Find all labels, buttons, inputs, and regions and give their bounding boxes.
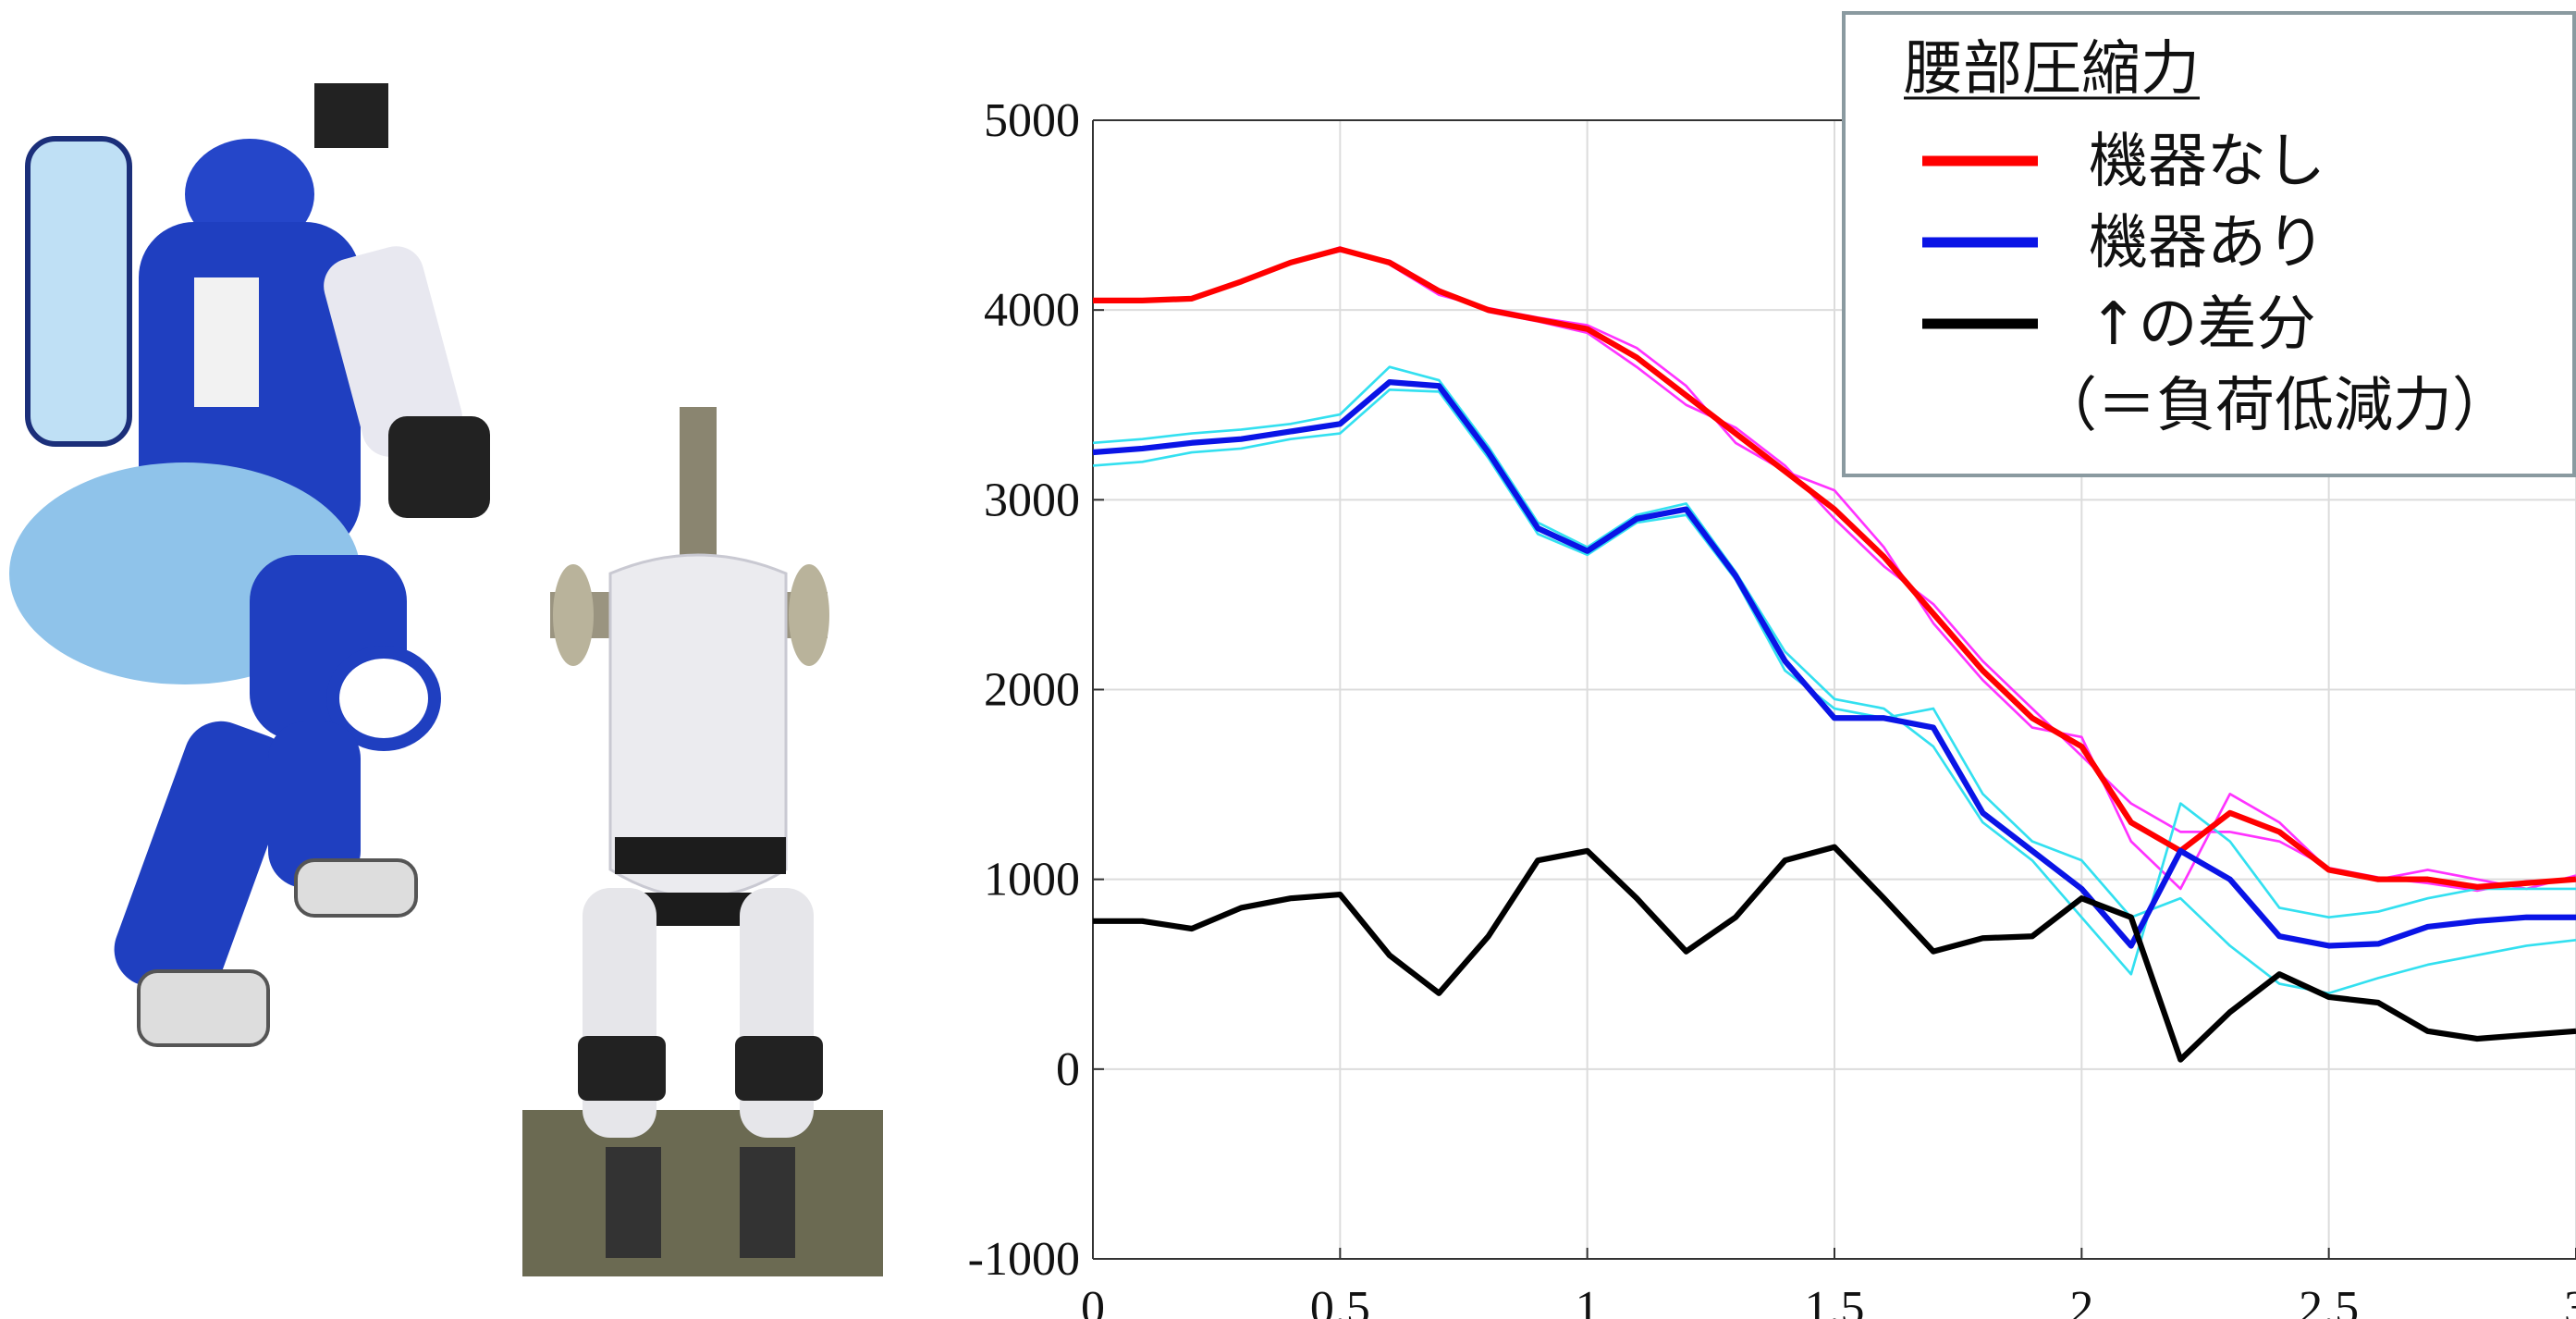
legend-label: 機器なし xyxy=(2089,128,2325,196)
y-tick-label: 1000 xyxy=(984,854,1080,906)
y-tick-label: 3000 xyxy=(984,474,1080,526)
y-tick-label: -1000 xyxy=(968,1233,1080,1286)
data-line xyxy=(1092,388,2576,995)
y-tick-label: 4000 xyxy=(984,284,1080,337)
data-line xyxy=(1093,246,2576,890)
photo-wearer xyxy=(9,83,490,1047)
x-tick-label: 1 xyxy=(1576,1282,1600,1319)
data-line xyxy=(1092,365,2576,976)
photo-mannequin xyxy=(522,407,883,1276)
x-tick-label: 3 xyxy=(2564,1282,2576,1319)
x-tick-label: 2.5 xyxy=(2299,1282,2359,1319)
x-tick-label: 0 xyxy=(1081,1282,1105,1319)
legend-label: 機器あり xyxy=(2089,209,2325,277)
y-tick-label: 2000 xyxy=(984,664,1080,717)
legend-label: ↑の差分 xyxy=(2089,290,2316,359)
legend-note: （＝負荷低減力） xyxy=(2038,372,2511,440)
legend-title: 腰部圧縮力 xyxy=(1904,35,2200,104)
y-tick-label: 0 xyxy=(1056,1043,1080,1096)
data-line xyxy=(1092,379,2576,949)
y-tick-label: 5000 xyxy=(984,94,1080,147)
x-tick-label: 0.5 xyxy=(1310,1282,1370,1319)
x-tick-label: 2 xyxy=(2069,1282,2093,1319)
x-tick-label: 1.5 xyxy=(1805,1282,1865,1319)
data-line xyxy=(1093,844,2576,1063)
